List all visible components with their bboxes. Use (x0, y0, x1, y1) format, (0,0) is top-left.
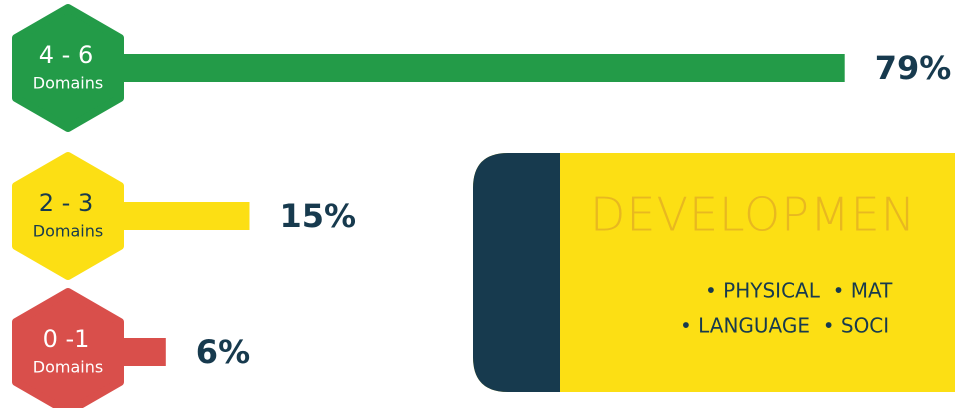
bar (110, 202, 250, 230)
category-sublabel: Domains (33, 222, 103, 241)
category-sublabel: Domains (33, 358, 103, 377)
bar (110, 54, 845, 82)
card (473, 153, 955, 392)
value-label: 79% (875, 49, 952, 87)
category-label: 2 - 3 (39, 189, 93, 217)
category-label: 4 - 6 (39, 41, 93, 69)
category-sublabel: Domains (33, 74, 103, 93)
hexagon (12, 288, 124, 408)
card-line: • PHYSICAL • MAT (705, 279, 893, 303)
card-side (473, 153, 560, 392)
hexagon (12, 152, 124, 280)
card-title: DEVELOPMEN (590, 188, 916, 242)
card-line: • LANGUAGE • SOCI (680, 314, 889, 338)
category-label: 0 -1 (43, 325, 90, 353)
value-label: 6% (196, 333, 250, 371)
hexagon (12, 4, 124, 132)
value-label: 15% (280, 197, 357, 235)
